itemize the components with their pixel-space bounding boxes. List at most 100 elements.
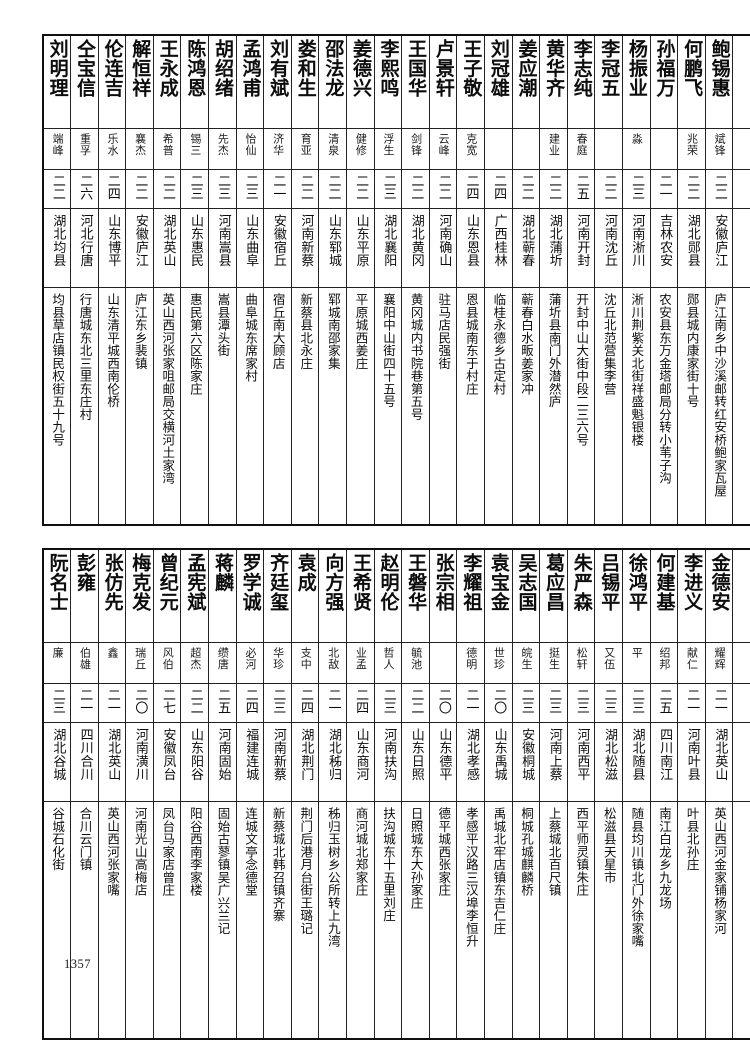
roster-cell-alias bbox=[649, 128, 679, 170]
roster-alias-text: 育亚 bbox=[299, 133, 313, 156]
roster-cell-address: 均县草店镇民权街五十九号 bbox=[42, 287, 72, 526]
roster-address-text: 西平师灵镇朱庄 bbox=[574, 807, 590, 897]
roster-cell-age: 二二 bbox=[594, 169, 623, 209]
roster-origin-text: 广西桂林 bbox=[491, 214, 507, 268]
roster-age-text: 二三 bbox=[573, 688, 589, 715]
roster-name-text: 袁成 bbox=[294, 553, 317, 592]
roster-age-text: 二三 bbox=[601, 688, 617, 715]
roster-age-text: 二一 bbox=[270, 174, 286, 201]
roster-cell-origin: 河南固始 bbox=[208, 722, 237, 802]
roster-age-text: 二二 bbox=[601, 174, 617, 201]
roster-cell-address: 阳谷西南李家楼 bbox=[180, 801, 210, 1040]
roster-name-text: 袁宝金 bbox=[487, 553, 510, 612]
roster-age-text: 二四 bbox=[353, 688, 369, 715]
roster-origin-text: 河南确山 bbox=[436, 214, 452, 268]
roster-age-text: 二二 bbox=[132, 174, 148, 201]
roster-origin-text: 山东恩县 bbox=[463, 214, 479, 268]
roster-address-text: 郓城南邵家集 bbox=[325, 293, 341, 370]
roster-cell-name: 杨振业 bbox=[621, 34, 651, 129]
roster-address-text: 曲阜城东席家村 bbox=[243, 293, 259, 383]
roster-cell-origin: 湖北英山 bbox=[97, 722, 127, 802]
roster-cell-address: 商河城北郑家庄 bbox=[346, 801, 375, 1040]
roster-address-text: 蒲圻县南门外潜然庐 bbox=[546, 293, 562, 408]
roster-row-origin: 湖北均县 河北行唐 山东博平 安徽庐江 湖北英山 山东惠民 河南嵩县 山东曲阜 安徽宿丘 河南新蔡… bbox=[42, 208, 750, 288]
roster-cell-age: 二一 bbox=[318, 683, 348, 723]
roster-address-text: 山东清平城西南伦桥 bbox=[105, 293, 121, 408]
roster-address-text: 英山西河张家嘴 bbox=[105, 807, 121, 897]
roster-origin-text: 安徽庐江 bbox=[712, 214, 728, 268]
roster-alias-text: 瑞丘 bbox=[133, 647, 147, 670]
roster-age-text: 二三 bbox=[629, 688, 645, 715]
roster-address-text: 禹城北牢店镇东吉仁庄 bbox=[491, 807, 507, 935]
roster-row-address: 均县草店镇民权街五十九号 行唐城东北三里东庄村 山东清平城西南伦桥 庐江东乡裴镇 英山西… bbox=[42, 287, 750, 526]
roster-name-text: 阮名士 bbox=[46, 553, 69, 612]
roster-cell-origin: 湖北蕲春 bbox=[511, 208, 541, 288]
roster-cell-origin: 河南淅川 bbox=[621, 208, 651, 288]
roster-cell-alias: 重孚 bbox=[70, 128, 99, 170]
roster-alias-text: 健修 bbox=[354, 133, 368, 156]
roster-origin-text: 河南沈丘 bbox=[601, 214, 617, 268]
roster-age-text: 二三 bbox=[49, 688, 65, 715]
roster-cell-age: 二二 bbox=[511, 169, 541, 209]
roster-cell-name: 刘冠雄 bbox=[484, 34, 513, 129]
roster-age-text: 二四 bbox=[491, 174, 507, 201]
roster-cell-alias: 淼 bbox=[621, 128, 651, 170]
roster-address-text: 黄冈城内书院巷第五号 bbox=[408, 293, 424, 421]
roster-cell-origin: 河南开封 bbox=[566, 208, 596, 288]
roster-address-text: 随县均川镇北门外徐家嘴 bbox=[629, 807, 645, 948]
roster-cell-age: 二二 bbox=[180, 683, 210, 723]
roster-cell-name: 齐廷玺 bbox=[263, 548, 292, 643]
roster-cell-address: 英山西河张家嘴 bbox=[97, 801, 127, 1040]
roster-cell-name: 刘明理 bbox=[42, 34, 72, 129]
roster-address-text: 上蔡城北百尺镇 bbox=[546, 807, 562, 897]
roster-age-text: 二〇 bbox=[435, 688, 451, 715]
roster-cell-age: 二一 bbox=[456, 683, 485, 723]
roster-age-text: 二一 bbox=[656, 174, 672, 201]
roster-cell-name: 李志纯 bbox=[566, 34, 596, 129]
roster-cell-address: 山东清平城西南伦桥 bbox=[97, 287, 127, 526]
roster-name-text: 娄和生 bbox=[294, 39, 317, 98]
roster-alias-text: 绍邦 bbox=[657, 647, 671, 670]
roster-cell-age: 二一 bbox=[704, 683, 734, 723]
roster-origin-text: 湖北均县 bbox=[50, 214, 66, 268]
roster-address-text: 合川云门镇 bbox=[77, 807, 93, 871]
roster-origin-text: 湖北黄冈 bbox=[408, 214, 424, 268]
roster-cell-age: 二二 bbox=[42, 169, 72, 209]
roster-age-text: 二二 bbox=[353, 174, 369, 201]
roster-cell-alias: 乐水 bbox=[97, 128, 127, 170]
roster-cell-age: 二二 bbox=[401, 169, 430, 209]
roster-alias-text: 必河 bbox=[244, 647, 257, 670]
roster-cell-alias: 华珍 bbox=[263, 642, 292, 684]
roster-age-text: 二二 bbox=[408, 174, 424, 201]
roster-cell-age: 二四 bbox=[235, 683, 265, 723]
roster-cell-origin: 山东恩县 bbox=[456, 208, 485, 288]
roster-origin-text: 山东日照 bbox=[408, 728, 424, 782]
roster-cell-origin: 安徽宿丘 bbox=[263, 208, 292, 288]
roster-cell-alias: 建业 bbox=[539, 128, 568, 170]
roster-name-text: 孟鸿甫 bbox=[239, 39, 262, 98]
roster-age-text: 二七 bbox=[159, 688, 175, 715]
roster-cell-alias: 斌锋 bbox=[704, 128, 734, 170]
roster-name-text: 王国华 bbox=[405, 39, 428, 98]
roster-origin-text: 吉林农安 bbox=[657, 214, 673, 268]
roster-address-text: 河南光山高梅店 bbox=[132, 807, 148, 897]
roster-cell-address: 河南光山高梅店 bbox=[125, 801, 154, 1040]
roster-cell-address: 曲阜城东席家村 bbox=[235, 287, 265, 526]
roster-alias-text: 又伍 bbox=[602, 647, 616, 670]
roster-cell-address: 西平师灵镇朱庄 bbox=[566, 801, 596, 1040]
roster-cell-alias: 育亚 bbox=[290, 128, 320, 170]
roster-address-text: 阳谷西南李家楼 bbox=[187, 807, 203, 897]
roster-cell-alias: 健修 bbox=[346, 128, 375, 170]
roster-cell-alias: 剑锋 bbox=[401, 128, 430, 170]
roster-alias-text: 伯雄 bbox=[78, 647, 92, 670]
roster-cell-age: 二三 bbox=[42, 683, 72, 723]
roster-origin-text: 安徽庐江 bbox=[132, 214, 148, 268]
roster-address-text: 农安县东万金塔邮局分转小苇子沟 bbox=[656, 293, 672, 485]
roster-age-text: 二二 bbox=[711, 174, 727, 201]
roster-cell-name: 李熙鸣 bbox=[373, 34, 403, 129]
roster-cell-origin: 河南西平 bbox=[566, 722, 596, 802]
roster-age-text: 二二 bbox=[684, 174, 700, 201]
roster-alias-text: 建业 bbox=[547, 133, 561, 156]
roster-age-text: 二一 bbox=[104, 688, 120, 715]
roster-cell-age: 二二 bbox=[152, 169, 182, 209]
